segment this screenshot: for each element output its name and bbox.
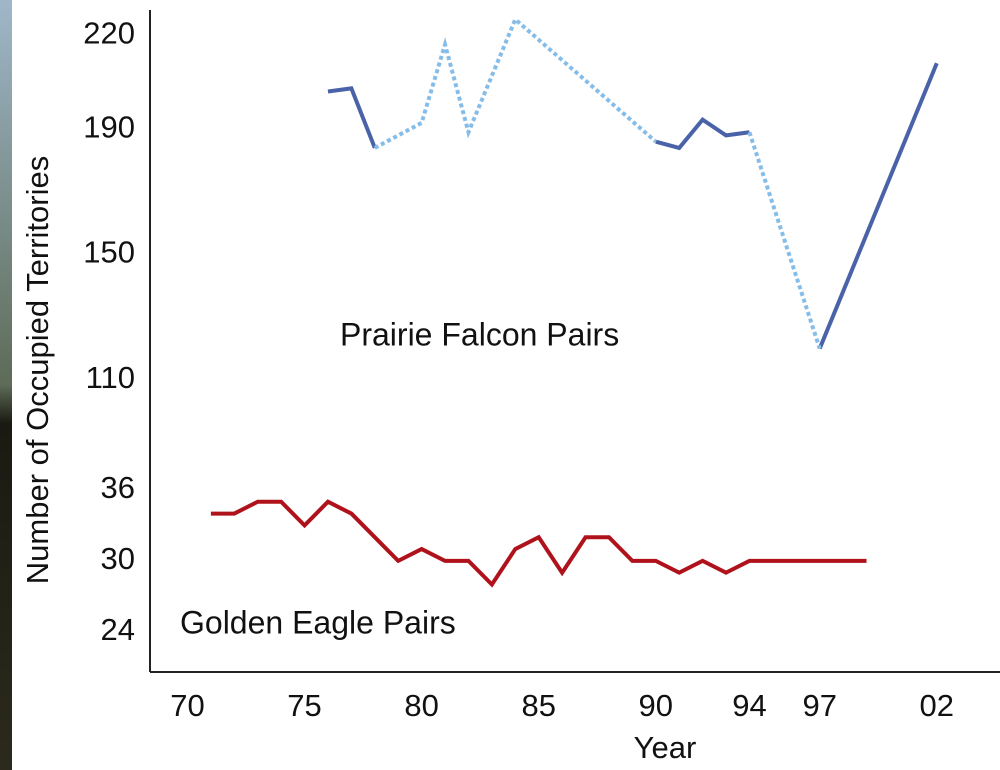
x-tick-label: 97 bbox=[802, 688, 836, 723]
y-tick-label: 24 bbox=[101, 612, 135, 647]
background-photo-strip bbox=[0, 0, 12, 770]
x-tick-label: 85 bbox=[521, 688, 555, 723]
x-tick-label: 90 bbox=[639, 688, 673, 723]
y-tick-label: 110 bbox=[86, 360, 135, 395]
x-tick-label: 80 bbox=[404, 688, 438, 723]
data-line bbox=[373, 16, 658, 150]
y-axis-label: Number of Occupied Territories bbox=[20, 156, 55, 584]
y-tick-label: 30 bbox=[101, 541, 135, 576]
y-tick-label: 150 bbox=[83, 235, 135, 270]
y-tick-label: 220 bbox=[83, 15, 135, 50]
data-line bbox=[327, 86, 377, 149]
x-tick-label: 75 bbox=[287, 688, 321, 723]
data-line bbox=[817, 62, 939, 350]
x-tick-label: 02 bbox=[920, 688, 954, 723]
annotation: Prairie Falcon Pairs bbox=[340, 316, 619, 352]
x-tick-label: 70 bbox=[170, 688, 204, 723]
data-line bbox=[210, 499, 867, 588]
annotation: Golden Eagle Pairs bbox=[180, 604, 456, 640]
y-tick-label: 190 bbox=[83, 109, 135, 144]
data-line bbox=[747, 131, 822, 350]
x-axis-label: Year bbox=[634, 730, 697, 765]
y-tick-label: 36 bbox=[101, 470, 135, 505]
data-line bbox=[655, 117, 750, 151]
x-tick-label: 94 bbox=[732, 688, 766, 723]
